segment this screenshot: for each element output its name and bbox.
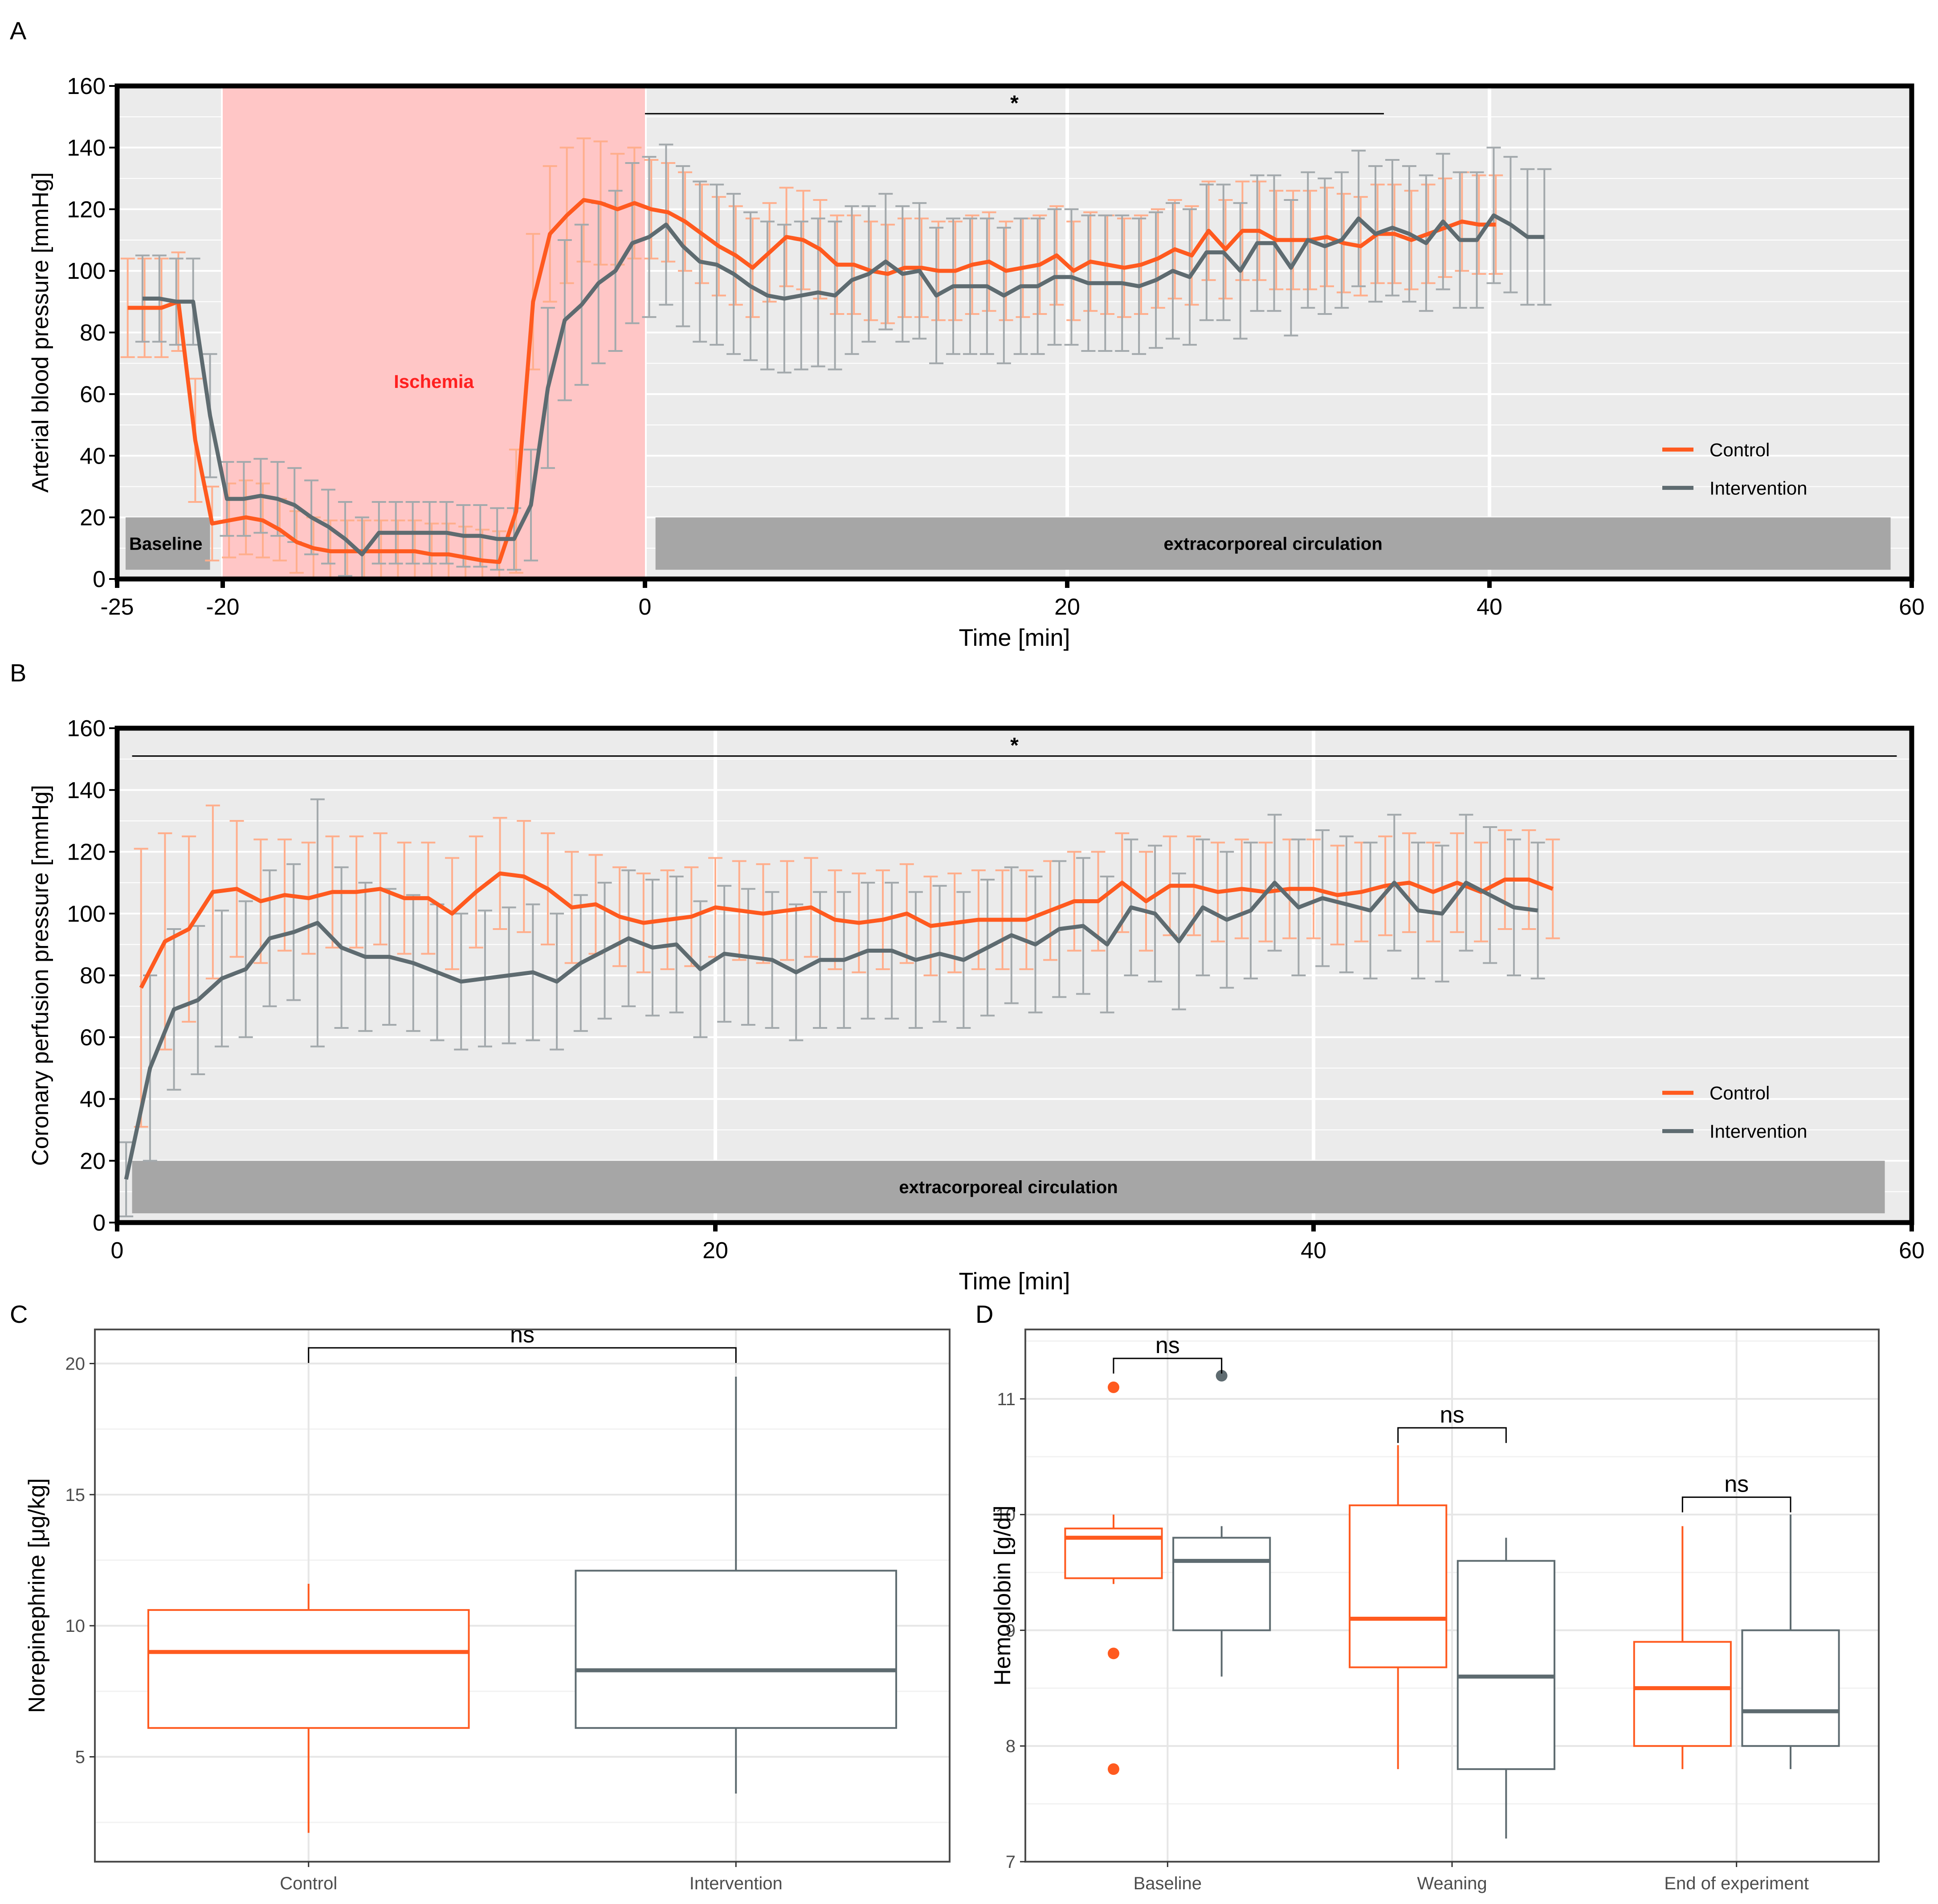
y-tick-label: 5 (75, 1748, 85, 1767)
x-tick-label: Intervention (690, 1874, 783, 1893)
legend-label: Control (1710, 1083, 1770, 1104)
significance-label: * (1010, 91, 1019, 115)
band-label: extracorporeal circulation (1164, 534, 1383, 554)
y-tick-label: 120 (67, 197, 106, 223)
outlier-point (1107, 1381, 1119, 1393)
box (1633, 1641, 1732, 1747)
x-axis-title: Time [min] (959, 624, 1070, 651)
chart-panel-b: extracorporeal circulation * Control Interv… (28, 716, 1925, 1295)
y-tick-label: 10 (996, 1505, 1016, 1525)
significance-label: * (1010, 734, 1019, 757)
y-tick-label: 7 (1006, 1852, 1016, 1872)
x-tick-label: -25 (100, 594, 134, 620)
x-tick-label: 60 (1899, 1238, 1925, 1264)
band-0 (125, 517, 210, 570)
y-axis-title: Coronary perfusion pressure [mmHg] (28, 785, 53, 1166)
y-tick-label: 100 (67, 258, 106, 284)
x-tick-label: 0 (111, 1238, 124, 1264)
panel-label-b: B (10, 659, 26, 687)
y-tick-label: 140 (67, 778, 106, 803)
y-tick-label: 0 (93, 1210, 106, 1236)
y-tick-label: 60 (80, 382, 106, 408)
y-tick-label: 140 (67, 135, 106, 161)
x-tick-label: -20 (206, 594, 239, 620)
x-tick-label: Control (280, 1874, 337, 1893)
y-tick-label: 80 (80, 320, 106, 346)
band-label: Baseline (129, 534, 203, 554)
box (1457, 1560, 1555, 1770)
plot-frame (94, 1329, 951, 1863)
y-tick-label: 120 (67, 840, 106, 865)
y-tick-label: 40 (80, 443, 106, 469)
x-tick-label: 0 (639, 594, 652, 620)
x-tick-label: Weaning (1417, 1874, 1487, 1893)
y-tick-label: 20 (65, 1354, 86, 1374)
ischemia-label: Ischemia (394, 371, 474, 392)
series-line-intervention (142, 213, 1545, 557)
x-tick-label: 40 (1477, 594, 1502, 620)
significance-bracket (1397, 1427, 1507, 1443)
y-tick-label: 10 (65, 1616, 86, 1636)
y-axis-title: Hemoglobin [g/dl] (990, 1505, 1016, 1686)
x-tick-label: 20 (1054, 594, 1080, 620)
y-axis-title: Norepinephrine [μg/kg] (24, 1478, 50, 1713)
y-tick-label: 100 (67, 901, 106, 927)
y-tick-label: 11 (997, 1390, 1016, 1409)
y-tick-label: 15 (65, 1485, 86, 1505)
band-0 (132, 1161, 1885, 1214)
y-tick-label: 160 (67, 73, 106, 99)
legend-label: Control (1710, 439, 1770, 460)
series-line-intervention (124, 881, 1538, 1180)
chart-panel-c: ns 5 10 15 20 Control Intervention Norepinephri… (24, 1322, 951, 1893)
significance-bracket (308, 1347, 737, 1363)
x-tick-label: 40 (1301, 1238, 1326, 1264)
x-tick-label: 60 (1899, 594, 1925, 620)
series-line-control (139, 871, 1554, 989)
y-tick-label: 8 (1006, 1737, 1016, 1756)
significance-label: ns (1155, 1333, 1180, 1358)
significance-bracket (1681, 1496, 1791, 1513)
significance-bracket (1113, 1358, 1223, 1374)
significance-label: ns (1440, 1402, 1465, 1428)
x-axis-title: Time [min] (959, 1268, 1070, 1295)
y-tick-label: 60 (80, 1025, 106, 1051)
y-tick-label: 20 (80, 1148, 106, 1174)
box (1349, 1504, 1448, 1668)
outlier-point (1107, 1647, 1119, 1659)
significance-label: ns (1724, 1472, 1749, 1497)
y-tick-label: 80 (80, 963, 106, 989)
y-tick-label: 20 (80, 505, 106, 531)
x-tick-label: 20 (702, 1238, 728, 1264)
y-tick-label: 0 (93, 567, 106, 592)
chart-panel-a: Ischemia Baseline extracorporeal circulati… (28, 73, 1925, 651)
y-tick-label: 40 (80, 1087, 106, 1113)
y-tick-label: 9 (1006, 1621, 1016, 1640)
band-1 (655, 517, 1891, 570)
legend-label: Intervention (1710, 1121, 1807, 1142)
panel-label-d: D (975, 1300, 993, 1328)
legend-label: Intervention (1710, 477, 1807, 498)
x-tick-label: Baseline (1134, 1874, 1202, 1893)
chart-panel-d: ns ns ns 7 8 9 10 11 Baseline Weaning End of exper… (990, 1329, 1880, 1893)
band-label: extracorporeal circulation (899, 1178, 1118, 1197)
significance-label: ns (510, 1322, 534, 1348)
y-axis-title: Arterial blood pressure [mmHg] (28, 172, 53, 493)
box (575, 1570, 898, 1729)
box (1741, 1629, 1840, 1747)
panel-label-a: A (10, 16, 27, 45)
outlier-point (1216, 1370, 1228, 1382)
x-tick-label: End of experiment (1664, 1874, 1809, 1893)
panel-label-c: C (10, 1300, 28, 1328)
y-tick-label: 160 (67, 716, 106, 742)
box (1172, 1537, 1271, 1631)
ischemia-shading (223, 86, 645, 579)
outlier-point (1107, 1763, 1119, 1775)
box (147, 1609, 470, 1729)
